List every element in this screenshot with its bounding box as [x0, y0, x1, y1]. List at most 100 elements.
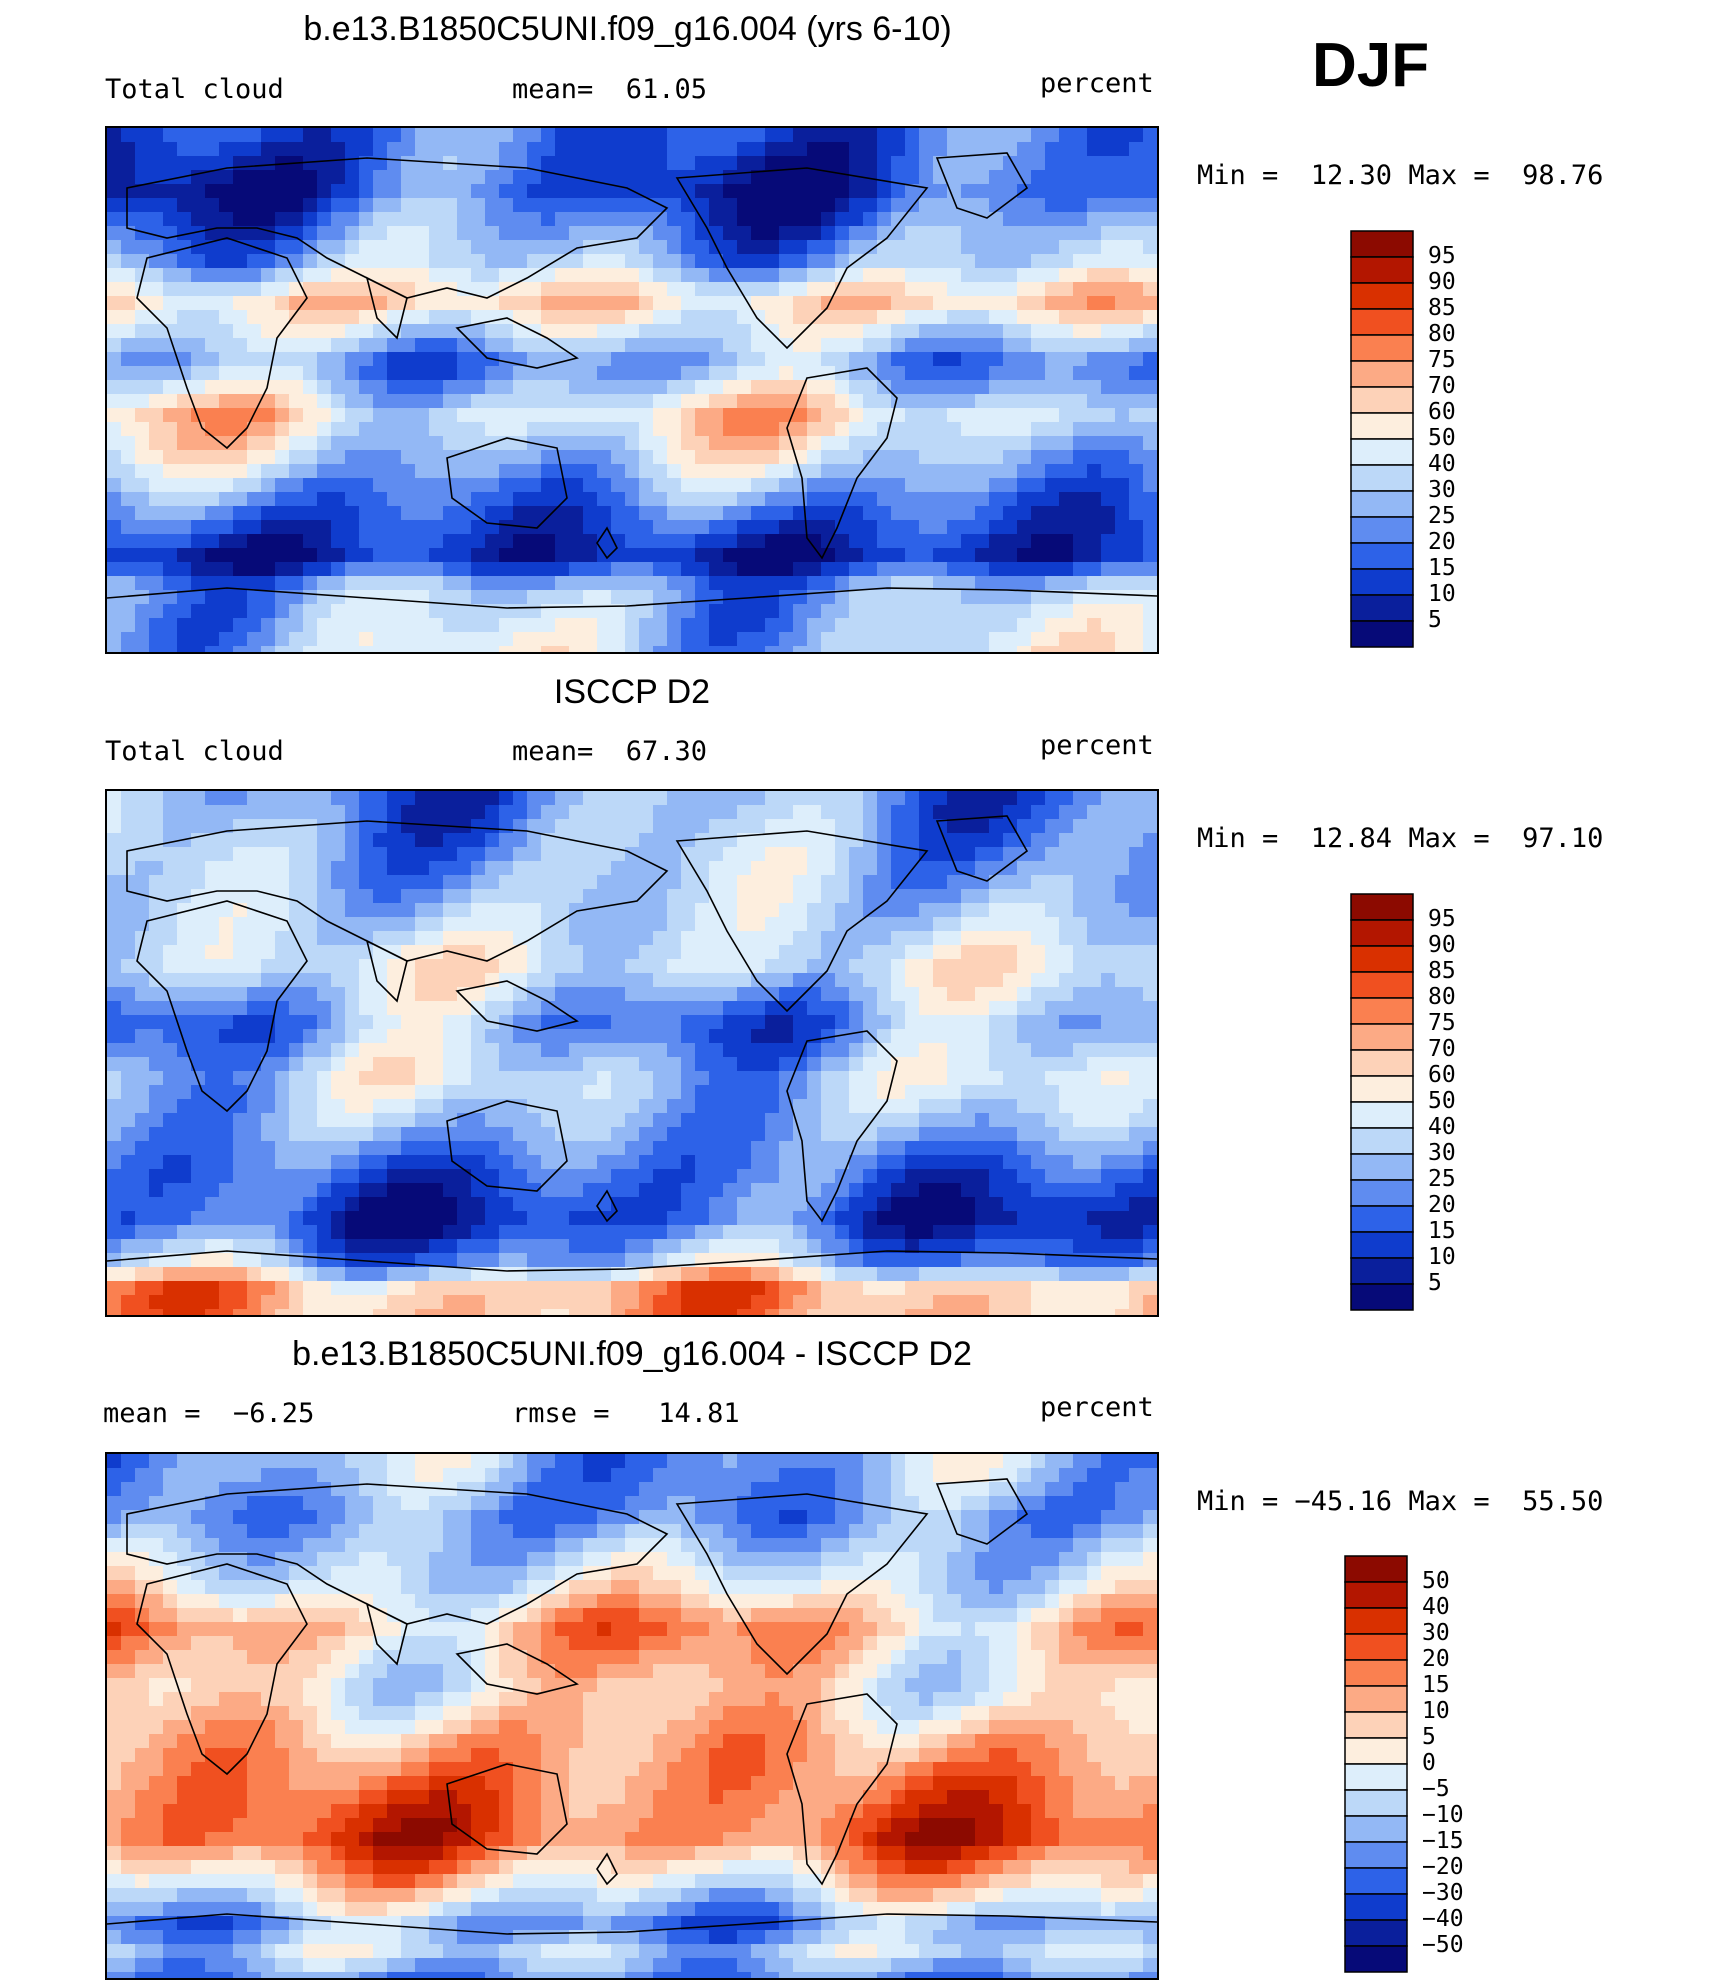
- colorbar-swatch: [1351, 465, 1413, 491]
- colorbar-swatch: [1351, 569, 1413, 595]
- colorbar-swatch: [1351, 361, 1413, 387]
- colorbar-swatch: [1345, 1686, 1407, 1712]
- colorbar-tick-label: 10: [1428, 1244, 1456, 1270]
- colorbar-tick-label: 30: [1428, 1140, 1456, 1166]
- panel-3-title: b.e13.B1850C5UNI.f09_g16.004 - ISCCP D2: [105, 1335, 1159, 1374]
- colorbar-tick-label: 80: [1428, 321, 1456, 347]
- colorbar-swatch: [1345, 1634, 1407, 1660]
- colorbar-swatch: [1345, 1816, 1407, 1842]
- colorbar-swatch: [1345, 1894, 1407, 1920]
- colorbar-swatch: [1351, 1024, 1413, 1050]
- panel-1-mean: mean= 61.05: [512, 74, 707, 105]
- colorbar-tick-label: 5: [1428, 607, 1442, 633]
- colorbar-tick-label: 90: [1428, 269, 1456, 295]
- colorbar-tick-label: −50: [1422, 1932, 1464, 1958]
- panel-2-units: percent: [1040, 730, 1154, 761]
- colorbar-swatch: [1351, 491, 1413, 517]
- colorbar-swatch: [1351, 621, 1413, 647]
- colorbar-tick-label: 25: [1428, 503, 1456, 529]
- panel-1-units: percent: [1040, 68, 1154, 99]
- colorbar-tick-label: 60: [1428, 399, 1456, 425]
- colorbar-swatch: [1345, 1946, 1407, 1972]
- panel-3-units: percent: [1040, 1392, 1154, 1423]
- colorbar-swatch: [1345, 1608, 1407, 1634]
- colorbar-swatch: [1345, 1842, 1407, 1868]
- colorbar-swatch: [1345, 1868, 1407, 1894]
- colorbar-swatch: [1351, 972, 1413, 998]
- panel-2-variable: Total cloud: [105, 736, 284, 767]
- panel-2-mean: mean= 67.30: [512, 736, 707, 767]
- colorbar-tick-label: 70: [1428, 1036, 1456, 1062]
- colorbar-tick-label: 5: [1428, 1270, 1442, 1296]
- colorbar-tick-label: 85: [1428, 295, 1456, 321]
- colorbar-swatch: [1351, 257, 1413, 283]
- colorbar-tick-label: −20: [1422, 1854, 1464, 1880]
- colorbar-tick-label: −10: [1422, 1802, 1464, 1828]
- colorbar-tick-label: 75: [1428, 1010, 1456, 1036]
- colorbar-swatch: [1351, 1154, 1413, 1180]
- colorbar-swatch: [1351, 1102, 1413, 1128]
- colorbar-swatch: [1351, 231, 1413, 257]
- panel-2-title: ISCCP D2: [105, 673, 1159, 712]
- colorbar-tick-label: −15: [1422, 1828, 1464, 1854]
- panel-3-minmax: Min = −45.16 Max = 55.50: [1197, 1486, 1603, 1517]
- colorbar-tick-label: 15: [1428, 555, 1456, 581]
- colorbar-tick-label: −40: [1422, 1906, 1464, 1932]
- panel-2-minmax: Min = 12.84 Max = 97.10: [1197, 823, 1603, 854]
- colorbar-tick-label: 30: [1422, 1620, 1450, 1646]
- colorbar-swatch: [1345, 1556, 1407, 1582]
- colorbar-tick-label: 95: [1428, 243, 1456, 269]
- colorbar-swatch: [1351, 413, 1413, 439]
- panel-1-minmax: Min = 12.30 Max = 98.76: [1197, 160, 1603, 191]
- colorbar-swatch: [1351, 1050, 1413, 1076]
- colorbar-swatch: [1351, 1128, 1413, 1154]
- colorbar-swatch: [1351, 1232, 1413, 1258]
- colorbar-tick-label: 25: [1428, 1166, 1456, 1192]
- colorbar-tick-label: 75: [1428, 347, 1456, 373]
- colorbar-swatch: [1351, 998, 1413, 1024]
- colorbar-swatch: [1351, 1076, 1413, 1102]
- colorbar-swatch: [1351, 1206, 1413, 1232]
- colorbar-tick-label: 85: [1428, 958, 1456, 984]
- colorbar-tick-label: 5: [1422, 1724, 1436, 1750]
- colorbar-tick-label: 50: [1422, 1568, 1450, 1594]
- panel-2-map: [105, 789, 1159, 1317]
- colorbar-tick-label: 80: [1428, 984, 1456, 1010]
- colorbar-tick-label: 10: [1428, 581, 1456, 607]
- panel-1-map: [105, 126, 1159, 654]
- colorbar-swatch: [1351, 595, 1413, 621]
- colorbar-swatch: [1345, 1660, 1407, 1686]
- colorbar-swatch: [1351, 894, 1413, 920]
- colorbar-swatch: [1345, 1920, 1407, 1946]
- colorbar-swatch: [1351, 387, 1413, 413]
- colorbar-swatch: [1351, 1258, 1413, 1284]
- colorbar-tick-label: −5: [1422, 1776, 1450, 1802]
- panel-3-rmse: rmse = 14.81: [512, 1398, 740, 1429]
- colorbar-swatch: [1351, 1180, 1413, 1206]
- colorbar-tick-label: 95: [1428, 906, 1456, 932]
- colorbar-tick-label: 10: [1422, 1698, 1450, 1724]
- panel-3-map: [105, 1452, 1159, 1980]
- colorbar-swatch: [1351, 283, 1413, 309]
- colorbar-tick-label: 50: [1428, 1088, 1456, 1114]
- colorbar-tick-label: 40: [1428, 1114, 1456, 1140]
- colorbar-tick-label: 40: [1422, 1594, 1450, 1620]
- panel-1-title: b.e13.B1850C5UNI.f09_g16.004 (yrs 6-10): [105, 10, 1150, 49]
- colorbar-swatch: [1351, 335, 1413, 361]
- colorbar-swatch: [1351, 543, 1413, 569]
- colorbar-tick-label: 50: [1428, 425, 1456, 451]
- panel-1-variable: Total cloud: [105, 74, 284, 105]
- colorbar-swatch: [1345, 1712, 1407, 1738]
- season-label: DJF: [1312, 30, 1429, 101]
- colorbar-swatch: [1351, 946, 1413, 972]
- colorbar-tick-label: −30: [1422, 1880, 1464, 1906]
- colorbar-swatch: [1351, 439, 1413, 465]
- colorbar-swatch: [1345, 1790, 1407, 1816]
- colorbar-swatch: [1351, 1284, 1413, 1310]
- colorbar-tick-label: 70: [1428, 373, 1456, 399]
- colorbar-tick-label: 30: [1428, 477, 1456, 503]
- colorbar-swatch: [1345, 1582, 1407, 1608]
- colorbar-tick-label: 60: [1428, 1062, 1456, 1088]
- colorbar-swatch: [1345, 1738, 1407, 1764]
- colorbar-swatch: [1351, 517, 1413, 543]
